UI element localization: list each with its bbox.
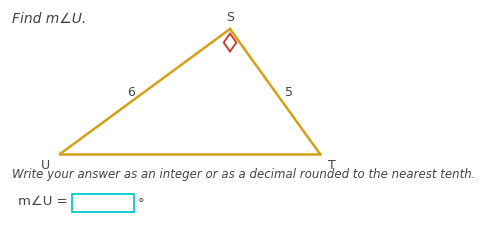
Text: Write your answer as an integer or as a decimal rounded to the nearest tenth.: Write your answer as an integer or as a …: [12, 167, 475, 180]
Text: U: U: [41, 158, 50, 171]
Text: 6: 6: [127, 86, 135, 99]
Text: Find m∠U.: Find m∠U.: [12, 12, 86, 26]
FancyBboxPatch shape: [72, 194, 134, 212]
Text: m∠U =: m∠U =: [18, 194, 68, 207]
Text: S: S: [226, 11, 234, 24]
Text: 5: 5: [285, 86, 293, 99]
Text: T: T: [328, 158, 336, 171]
Text: °: °: [138, 196, 144, 209]
